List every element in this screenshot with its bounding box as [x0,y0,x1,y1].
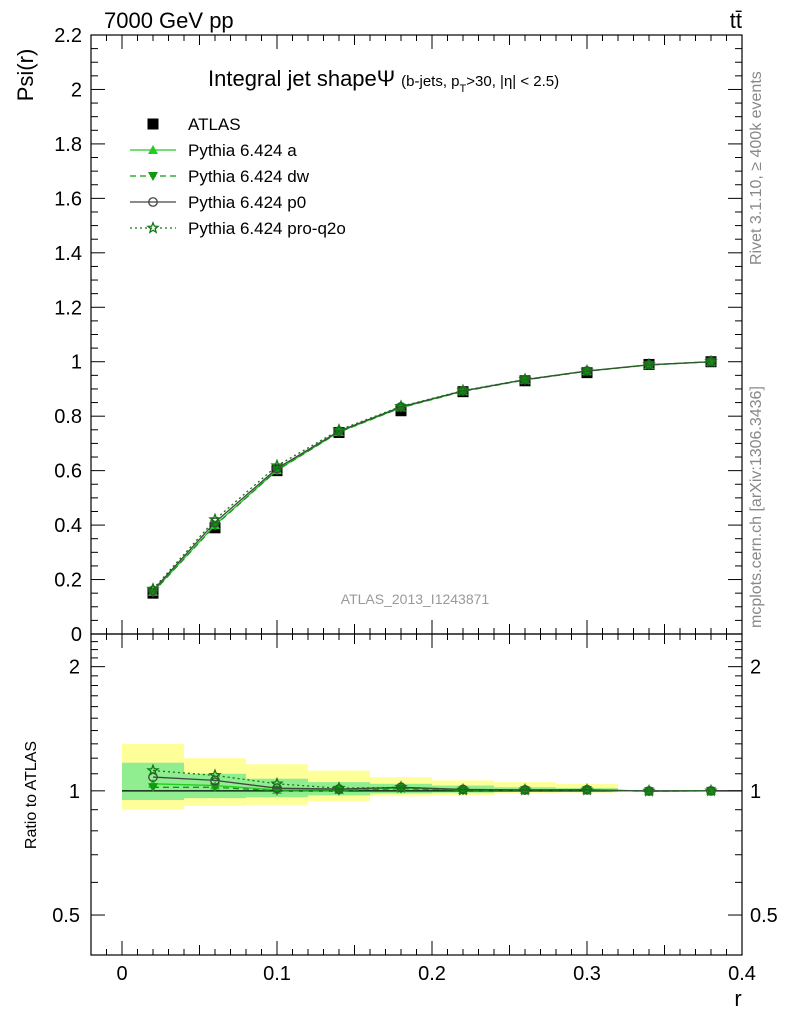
data-point [642,357,656,371]
legend-label: ATLAS [188,115,241,134]
legend: ATLAS Pythia 6.424 a Pythia 6.424 dw Pythia… [130,115,346,238]
ratio-y-tick-label: 0.5 [52,905,80,927]
ratio-data-point [642,783,656,797]
x-tick-label: 0.3 [573,963,601,985]
data-point [458,387,468,397]
ratio-data-point [394,780,408,793]
ratio-data-point [146,763,160,777]
ratio-y-axis-label: Ratio to ATLAS [23,741,40,849]
y-tick-label: 1.2 [54,297,82,319]
data-point [580,363,594,377]
ratio-series-line [152,769,712,792]
process-label: tt̄ [730,8,742,33]
legend-label: Pythia 6.424 p0 [188,193,306,212]
analysis-id-watermark: ATLAS_2013_I1243871 [341,591,490,607]
x-tick-label: 0.4 [728,963,756,985]
y-tick-label: 0.2 [54,570,82,592]
legend-marker [148,145,158,154]
energy-label: 7000 GeV pp [104,8,234,33]
ratio-y-tick-label-right: 0.5 [750,905,778,927]
ratio-data-point [518,782,532,796]
ratio-data-point [704,783,718,797]
data-point [394,399,408,413]
ratio-y-tick-label: 2 [69,657,80,679]
ratio-y-tick-label-right: 1 [750,781,761,803]
series-pythia-6-424-dw [148,357,716,598]
ratio-y-tick-label: 1 [69,781,80,803]
y-axis-label: Psi(r) [13,49,38,102]
series-pythia-6-424-a [148,356,716,596]
data-point [210,517,220,528]
data-point [334,426,344,437]
ratio-data-point [334,784,344,794]
data-point [146,582,160,595]
legend-item: Pythia 6.424 a [130,141,297,160]
series-pythia-6-424-p0 [148,356,716,596]
series-pythia-6-424-pro-q2o [146,354,718,595]
chart-title: Integral jet shapeΨ (b-jets, pT>30, |η| <… [208,66,559,95]
ratio-data-point [210,775,220,786]
data-point [456,383,470,397]
ratio-data-point [332,781,346,794]
legend-item: ATLAS [147,115,241,134]
legend-marker [148,197,158,207]
series-line [152,361,712,593]
ratio-data-point [210,783,220,793]
legend-label: Pythia 6.424 pro-q2o [188,219,346,238]
legend-marker [146,220,160,234]
ratio-y-tick-label-right: 2 [750,657,761,679]
legend-marker [147,118,159,130]
data-point [270,458,284,472]
y-tick-label: 0 [71,624,82,646]
y-tick-label: 0.4 [54,515,82,537]
x-axis-label: r [734,986,741,1011]
legend-marker [148,172,158,181]
x-tick-label: 0 [116,963,127,985]
y-tick-label: 0.6 [54,461,82,483]
y-tick-label: 1.8 [54,134,82,156]
series-line [152,361,712,590]
series-atlas [147,356,717,599]
data-point [518,372,532,386]
data-point [704,354,718,368]
y-tick-label: 1.4 [54,243,82,265]
y-tick-label: 0.8 [54,406,82,428]
data-point [208,512,222,526]
ratio-data-point [580,782,594,796]
mcplots-label: mcplots.cern.ch [arXiv:1306.3436] [748,386,765,628]
series-line [152,361,712,591]
ratio-data-point [456,782,470,796]
legend-label: Pythia 6.424 dw [188,167,310,186]
ratio-data-point [208,768,222,782]
legend-item: Pythia 6.424 p0 [130,193,306,212]
x-tick-label: 0.1 [263,963,291,985]
legend-item: Pythia 6.424 dw [130,167,310,186]
ratio-series-pythia-6-424-pro-q2o [146,763,718,797]
ratio-data-point [148,783,158,793]
ratio-data-point [272,786,282,796]
series-line [152,361,712,593]
main-panel: 0 0.2 0.4 0.6 0.8 1 1.2 1.4 1.6 1.8 2 2.2 Psi(r) In… [13,25,743,646]
data-point [272,463,282,474]
ratio-data-point [270,776,284,790]
y-tick-label: 2 [71,79,82,101]
rivet-version-label: Rivet 3.1.10, ≥ 400k events [748,71,765,265]
data-point [148,585,158,596]
legend-label: Pythia 6.424 a [188,141,297,160]
y-tick-label: 1.6 [54,188,82,210]
y-tick-label: 2.2 [54,25,82,47]
ratio-data-point [272,783,282,794]
y-tick-label: 1 [71,352,82,374]
data-point [332,423,346,436]
legend-item: Pythia 6.424 pro-q2o [130,219,346,238]
x-tick-label: 0.2 [418,963,446,985]
ratio-panel: 0.5 0.51 12 2 0 0.1 0.2 0.3 0.4 Ratio to ATLAS … [23,633,778,1011]
